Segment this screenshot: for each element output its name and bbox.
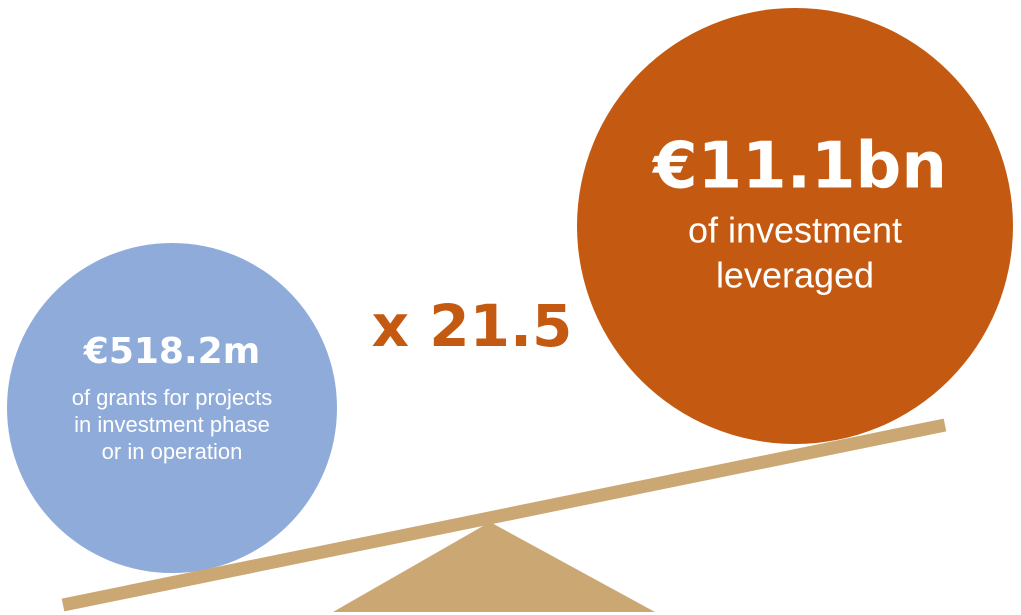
- investment-circle: [577, 8, 1013, 444]
- grants-description: of grants for projects: [72, 385, 273, 410]
- seesaw-beam: [61, 418, 947, 612]
- grants-description: in investment phase: [74, 412, 270, 437]
- fulcrum: [333, 522, 655, 612]
- investment-description: of investment: [688, 210, 902, 251]
- grants-amount: €518.2m: [83, 331, 260, 372]
- grants-description: or in operation: [102, 439, 243, 464]
- multiplier: x 21.5: [372, 292, 573, 360]
- investment-amount: €11.1bn: [651, 130, 947, 204]
- grants-circle: [7, 243, 337, 573]
- investment-description: leveraged: [716, 255, 874, 296]
